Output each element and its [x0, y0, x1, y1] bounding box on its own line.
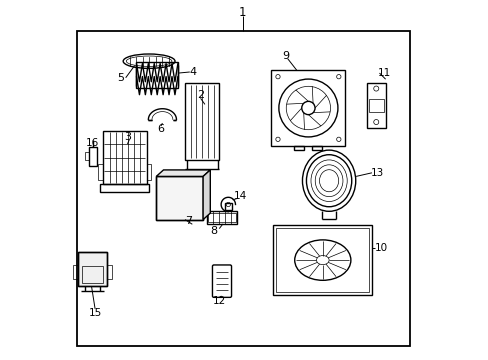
- Polygon shape: [203, 170, 210, 220]
- Bar: [156, 176, 203, 220]
- Text: 12: 12: [212, 296, 225, 306]
- Bar: [293, 146, 304, 150]
- Bar: [107, 265, 111, 279]
- Text: 4: 4: [189, 67, 196, 77]
- Text: 14: 14: [234, 191, 247, 201]
- Bar: [78, 252, 107, 286]
- Bar: [185, 83, 219, 160]
- Text: 5: 5: [117, 73, 123, 84]
- Text: 9: 9: [282, 51, 289, 61]
- Bar: [85, 152, 89, 160]
- Text: 13: 13: [370, 168, 384, 178]
- Text: 15: 15: [88, 308, 102, 318]
- Text: 8: 8: [210, 226, 217, 237]
- Text: 6: 6: [157, 124, 164, 134]
- Bar: [78, 252, 107, 286]
- Bar: [81, 265, 103, 283]
- Bar: [311, 146, 322, 150]
- Bar: [206, 211, 237, 224]
- Bar: [103, 131, 146, 184]
- Bar: [101, 184, 149, 192]
- Text: 16: 16: [86, 138, 99, 148]
- Text: 1: 1: [239, 6, 246, 19]
- Bar: [77, 31, 409, 346]
- Bar: [146, 164, 151, 180]
- Bar: [366, 83, 385, 128]
- Bar: [89, 147, 97, 166]
- Bar: [368, 99, 383, 112]
- Bar: [156, 176, 203, 220]
- Bar: [271, 70, 345, 146]
- Bar: [73, 265, 78, 279]
- Bar: [276, 228, 368, 292]
- Bar: [224, 203, 231, 210]
- Polygon shape: [156, 170, 210, 176]
- Text: 2: 2: [197, 90, 203, 100]
- Text: 10: 10: [374, 243, 387, 253]
- Text: 3: 3: [124, 132, 131, 142]
- Text: 7: 7: [185, 216, 192, 226]
- Bar: [273, 225, 371, 295]
- Bar: [136, 62, 178, 88]
- Bar: [208, 213, 235, 222]
- Text: 11: 11: [378, 68, 391, 78]
- Bar: [98, 164, 103, 180]
